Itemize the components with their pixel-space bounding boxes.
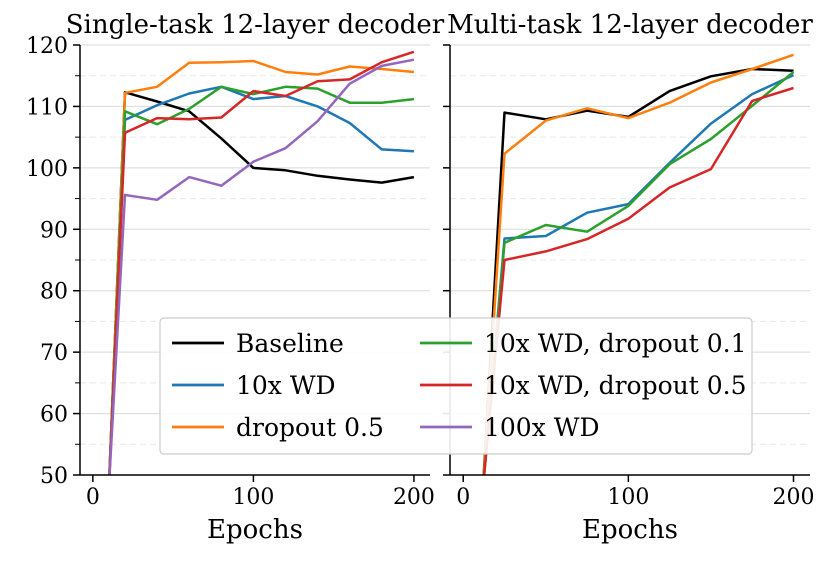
legend: Baseline 10x WD dropout 0.5 10x WD, dropout… [159,317,753,455]
x-tick-label: 200 [772,485,814,510]
series-line-100x-wd [108,58,415,475]
series-line-dropout-0-5 [482,53,794,475]
series-line-10x-wd-dropout-0-1 [482,71,795,475]
y-tick-label: 80 [40,280,68,305]
y-tick-label: 120 [26,34,68,59]
series-line-10x-wd-dropout-0-5 [108,50,415,475]
chart-title: Multi-task 12-layer decoder [447,10,813,40]
legend-label-10x-wd: 10x WD [236,371,336,400]
x-tick-label: 100 [232,485,274,510]
x-tick-label: 100 [607,485,649,510]
y-tick-label: 110 [26,95,68,120]
x-tick-label: 0 [86,485,100,510]
y-tick-label: 100 [26,157,68,182]
x-tick-label: 0 [456,485,470,510]
legend-label-10x-wd-dropout-0-5: 10x WD, dropout 0.5 [484,371,747,400]
series-line-10x-wd [108,85,414,475]
legend-label-100x-wd: 100x WD [484,413,600,442]
series-line-dropout-0-5 [108,59,415,475]
chart-title: Single-task 12-layer decoder [66,10,445,40]
y-tick-label: 90 [40,218,68,243]
y-tick-label: 50 [40,464,68,489]
multi-task-panel: 0 100 200 Multi-task 12-layer decoder Epochs [443,10,814,545]
x-axis-label: Epochs [207,515,303,545]
series-line-baseline [108,91,415,475]
y-tick-label: 70 [40,341,68,366]
legend-label-baseline: Baseline [236,329,344,358]
series-line-10x-wd-dropout-0-1 [108,85,415,475]
x-tick-label: 200 [393,485,435,510]
y-tick-label: 60 [40,403,68,428]
legend-label-10x-wd-dropout-0-1: 10x WD, dropout 0.1 [484,329,747,358]
single-task-panel: 50 60 70 80 90 100 110 120 0 100 200 Single-task 12… [26,10,445,545]
legend-label-dropout-0-5: dropout 0.5 [236,413,384,442]
series-line-10x-wd-dropout-0-5 [482,86,794,475]
x-axis-label: Epochs [582,515,678,545]
